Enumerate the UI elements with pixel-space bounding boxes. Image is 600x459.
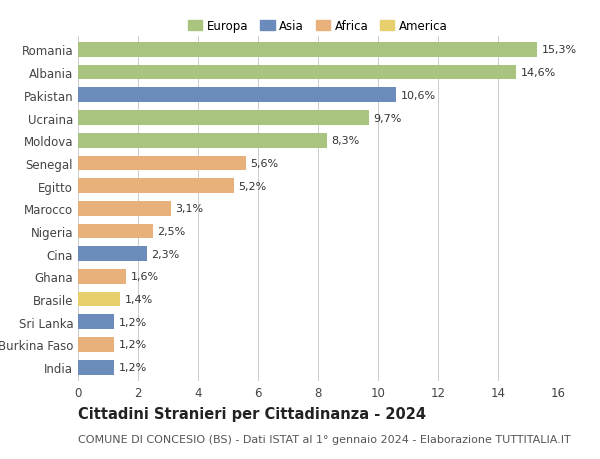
Bar	[78, 202, 171, 216]
Bar	[78, 269, 126, 284]
Text: 1,2%: 1,2%	[119, 363, 147, 372]
Bar	[78, 315, 114, 330]
Bar	[78, 134, 327, 148]
Bar	[78, 111, 369, 126]
Text: 15,3%: 15,3%	[542, 45, 577, 55]
Text: 3,1%: 3,1%	[176, 204, 203, 214]
Text: 1,2%: 1,2%	[119, 340, 147, 350]
Text: 5,2%: 5,2%	[239, 181, 267, 191]
Text: 1,4%: 1,4%	[125, 294, 153, 304]
Bar	[78, 360, 114, 375]
Bar	[78, 247, 147, 262]
Bar	[78, 66, 516, 80]
Legend: Europa, Asia, Africa, America: Europa, Asia, Africa, America	[184, 15, 452, 38]
Text: 9,7%: 9,7%	[373, 113, 402, 123]
Bar	[78, 337, 114, 352]
Text: 10,6%: 10,6%	[401, 90, 436, 101]
Text: 2,3%: 2,3%	[151, 249, 180, 259]
Bar	[78, 43, 537, 58]
Text: 2,5%: 2,5%	[157, 226, 186, 236]
Text: 14,6%: 14,6%	[521, 68, 556, 78]
Text: Cittadini Stranieri per Cittadinanza - 2024: Cittadini Stranieri per Cittadinanza - 2…	[78, 406, 426, 421]
Text: 1,2%: 1,2%	[119, 317, 147, 327]
Text: COMUNE DI CONCESIO (BS) - Dati ISTAT al 1° gennaio 2024 - Elaborazione TUTTITALI: COMUNE DI CONCESIO (BS) - Dati ISTAT al …	[78, 434, 571, 444]
Text: 8,3%: 8,3%	[331, 136, 360, 146]
Bar	[78, 224, 153, 239]
Text: 1,6%: 1,6%	[131, 272, 158, 282]
Bar	[78, 292, 120, 307]
Bar	[78, 179, 234, 194]
Bar	[78, 88, 396, 103]
Text: 5,6%: 5,6%	[251, 158, 278, 168]
Bar	[78, 156, 246, 171]
